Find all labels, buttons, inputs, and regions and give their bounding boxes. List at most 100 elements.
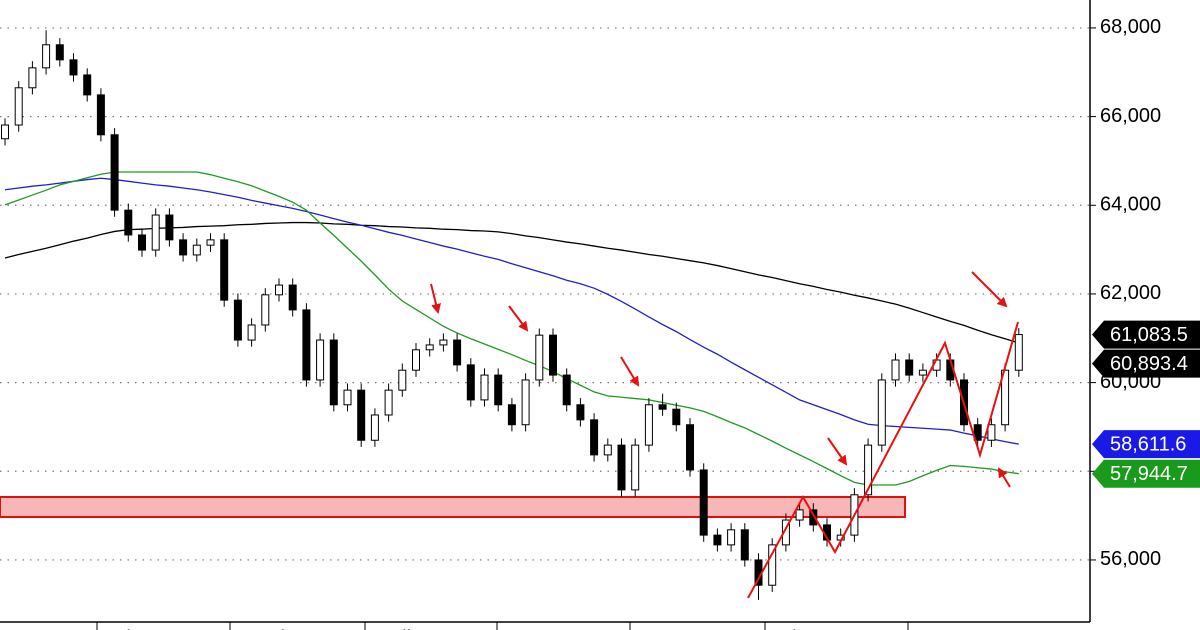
x-tick-label: April <box>371 627 411 630</box>
candle-body <box>69 59 78 76</box>
trend-lines <box>747 321 1019 599</box>
price-tag-label: 60,893.4 <box>1110 353 1188 375</box>
candle-body <box>617 444 626 491</box>
candle-body <box>357 389 366 441</box>
candle-body <box>631 444 640 491</box>
annotations <box>430 271 1019 599</box>
candle-body <box>576 404 585 421</box>
candle-body <box>905 359 914 376</box>
candle-body <box>138 234 146 251</box>
x-tick-label: June <box>636 627 679 630</box>
candle-body <box>864 444 873 496</box>
candle-body <box>987 424 996 441</box>
price-tag <box>1092 320 1200 349</box>
candle-body <box>370 414 379 441</box>
candle-body <box>165 214 174 241</box>
arrow <box>971 271 1008 308</box>
candle-body <box>412 349 420 371</box>
candle-body <box>288 284 297 311</box>
candle-body <box>809 509 818 526</box>
candle-body <box>658 404 667 410</box>
x-tick-label: February <box>103 627 183 630</box>
candle-body <box>42 44 51 69</box>
candle-body <box>55 44 64 61</box>
arrow <box>430 283 441 314</box>
arrow <box>997 467 1011 488</box>
candle-body <box>727 529 736 546</box>
candle-body <box>521 379 530 426</box>
candle-body <box>343 389 352 406</box>
candle-body <box>206 239 215 246</box>
candle-body <box>549 334 557 376</box>
candle-body <box>425 344 434 351</box>
candle-body <box>466 364 475 401</box>
x-tick-label: August <box>914 627 977 630</box>
moving-averages <box>4 171 1019 486</box>
candle-body <box>220 239 229 301</box>
price-tag-label: 61,083.5 <box>1110 324 1188 346</box>
candle-body <box>562 374 571 406</box>
x-tick-label: March <box>236 627 292 630</box>
moving-average-line <box>4 171 1019 486</box>
y-tick-label: 62,000 <box>1100 282 1161 304</box>
candle-body <box>699 469 708 536</box>
y-tick-label: 56,000 <box>1100 548 1161 570</box>
candle-body <box>795 509 804 521</box>
candle-body <box>302 309 311 381</box>
y-tick-label: 64,000 <box>1100 194 1161 216</box>
candle-body <box>247 324 256 341</box>
candle-body <box>713 534 722 546</box>
candles <box>1 30 1023 600</box>
candle-body <box>686 424 694 471</box>
axis-labels: 56,00058,00060,00062,00064,00066,00068,0… <box>6 16 1161 630</box>
candle-body <box>781 519 790 546</box>
candle-body <box>124 209 133 236</box>
moving-average-line <box>4 221 1019 344</box>
grid <box>0 27 1090 561</box>
candle-body <box>151 214 160 251</box>
candle-body <box>83 74 92 96</box>
x-tick-label: 2013 <box>6 627 51 630</box>
moving-average-line <box>4 177 1019 445</box>
price-tag <box>1092 459 1200 488</box>
arrow <box>827 437 848 466</box>
price-tag <box>1092 349 1200 378</box>
candle-body <box>192 244 201 256</box>
candle-body <box>96 94 105 136</box>
price-tags: 61,083.5 60,893.4 58,611.6 57,944.7 <box>1092 320 1200 488</box>
candle-body <box>740 529 749 561</box>
candle-body <box>603 444 612 456</box>
arrow <box>620 356 640 387</box>
candle-body <box>261 294 270 326</box>
candle-body <box>494 374 503 406</box>
candle-body <box>179 239 188 256</box>
candle-body <box>14 87 23 126</box>
candle-body <box>644 404 653 446</box>
price-tag <box>1092 430 1200 459</box>
candle-body <box>28 67 37 89</box>
candle-body <box>439 339 448 346</box>
candle-body <box>877 379 886 446</box>
candle-body <box>329 339 338 406</box>
candle-body <box>535 334 544 381</box>
support-zone <box>0 496 906 518</box>
candle-body <box>891 359 900 381</box>
x-tick-label: July <box>771 627 807 630</box>
candle-body <box>1014 334 1023 371</box>
candle-body <box>453 339 462 366</box>
candle-body <box>398 369 407 391</box>
price-tag-label: 57,944.7 <box>1110 463 1188 485</box>
candle-body <box>672 408 681 426</box>
y-tick-label: 68,000 <box>1100 16 1161 38</box>
candle-body <box>316 339 325 381</box>
candle-body <box>233 299 242 341</box>
candle-body <box>1 124 9 140</box>
candle-body <box>110 134 119 211</box>
arrow <box>508 305 529 332</box>
candle-body <box>590 419 599 456</box>
y-tick-label: 66,000 <box>1100 105 1161 127</box>
candle-body <box>384 389 393 416</box>
candle-body <box>275 284 283 296</box>
